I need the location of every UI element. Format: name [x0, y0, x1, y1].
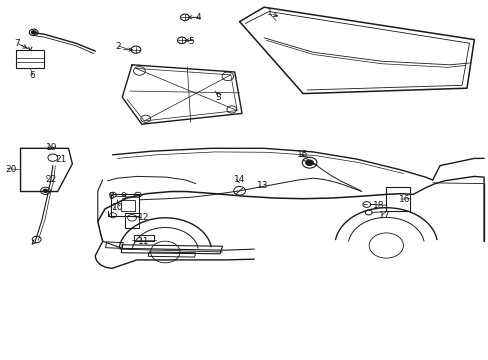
Text: 11: 11: [138, 238, 150, 246]
Text: 12: 12: [138, 213, 149, 222]
Text: 17: 17: [378, 211, 390, 220]
Bar: [134, 235, 154, 241]
Circle shape: [43, 189, 48, 193]
Circle shape: [305, 160, 313, 166]
Bar: [124, 213, 139, 228]
Text: 20: 20: [5, 165, 16, 174]
Circle shape: [31, 31, 36, 34]
Text: 10: 10: [112, 202, 123, 211]
Text: 1: 1: [266, 8, 272, 17]
Text: 13: 13: [256, 181, 268, 190]
Bar: [121, 200, 135, 211]
Bar: [16, 50, 44, 68]
Text: 2: 2: [115, 42, 121, 51]
Text: 9: 9: [121, 192, 126, 201]
Text: 15: 15: [297, 150, 308, 159]
Text: 18: 18: [372, 201, 384, 210]
Text: 5: 5: [188, 37, 194, 46]
Text: 14: 14: [233, 175, 244, 184]
Text: 19: 19: [45, 143, 57, 152]
Text: 22: 22: [45, 175, 57, 184]
Bar: [386, 187, 409, 211]
Text: 3: 3: [215, 93, 221, 102]
Text: 21: 21: [55, 154, 66, 163]
Text: 8: 8: [108, 192, 114, 201]
Text: 4: 4: [195, 13, 201, 22]
Text: 7: 7: [15, 39, 20, 48]
Text: 6: 6: [29, 71, 35, 80]
Text: 16: 16: [398, 195, 409, 204]
